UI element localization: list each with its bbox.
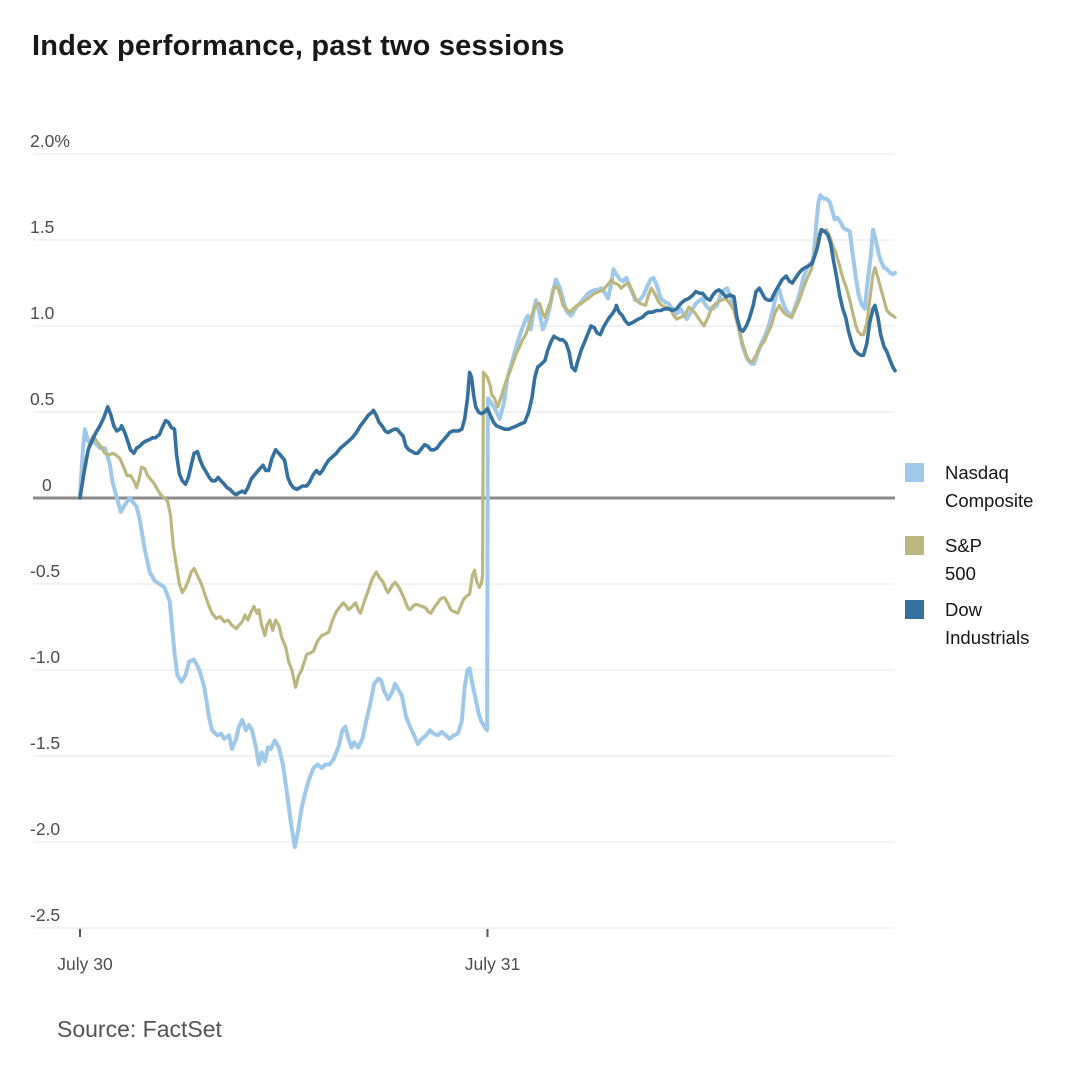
legend-item-dow: Dow Industrials (905, 596, 1029, 652)
y-tick-label: -2.0 (30, 819, 60, 839)
series-line-dow-industrials (78, 227, 897, 500)
legend-item-sp500: S&P 500 (905, 532, 982, 588)
legend-label-dow: Dow Industrials (945, 596, 1029, 652)
series-line-s-p-500 (78, 228, 897, 689)
y-axis-labels: 2.0% 1.5 1.0 0.5 0 -0.5 -1.0 -1.5 -2.0 -2.5 (30, 131, 70, 925)
y-tick-label: 0.5 (30, 389, 54, 409)
y-tick-label: 1.0 (30, 303, 55, 323)
legend-label-line: Dow (945, 599, 983, 620)
sp500-swatch-icon (905, 536, 924, 555)
legend-label-nasdaq: Nasdaq Composite (945, 459, 1033, 515)
legend-label-line: Composite (945, 490, 1034, 511)
y-tick-label: 1.5 (30, 217, 54, 237)
x-axis-ticks (79, 929, 489, 937)
y-tick-label: 2.0% (30, 131, 70, 151)
legend-label-line: S&P (945, 535, 983, 556)
nasdaq-swatch-icon (905, 463, 924, 482)
legend-label-sp500: S&P 500 (945, 532, 982, 588)
legend-label-line: Nasdaq (945, 462, 1009, 483)
y-tick-label: -0.5 (30, 561, 60, 581)
x-tick-label: July 30 (57, 954, 113, 974)
series-line-nasdaq-composite (78, 193, 897, 850)
x-axis-labels: July 30 July 31 (57, 954, 520, 974)
y-tick-label: -1.0 (30, 647, 60, 667)
legend-label-line: Industrials (945, 627, 1030, 648)
y-tick-label: -2.5 (30, 905, 60, 925)
source-note: Source: FactSet (57, 1016, 222, 1042)
legend-label-line: 500 (945, 563, 976, 584)
dow-swatch-icon (905, 600, 924, 619)
grid-lines (33, 153, 895, 929)
y-tick-label: -1.5 (30, 733, 60, 753)
series-lines (78, 193, 897, 850)
legend-item-nasdaq: Nasdaq Composite (905, 459, 1033, 515)
page-title: Index performance, past two sessions (32, 30, 565, 62)
y-tick-label: 0 (42, 475, 52, 495)
x-tick-label: July 31 (465, 954, 520, 974)
